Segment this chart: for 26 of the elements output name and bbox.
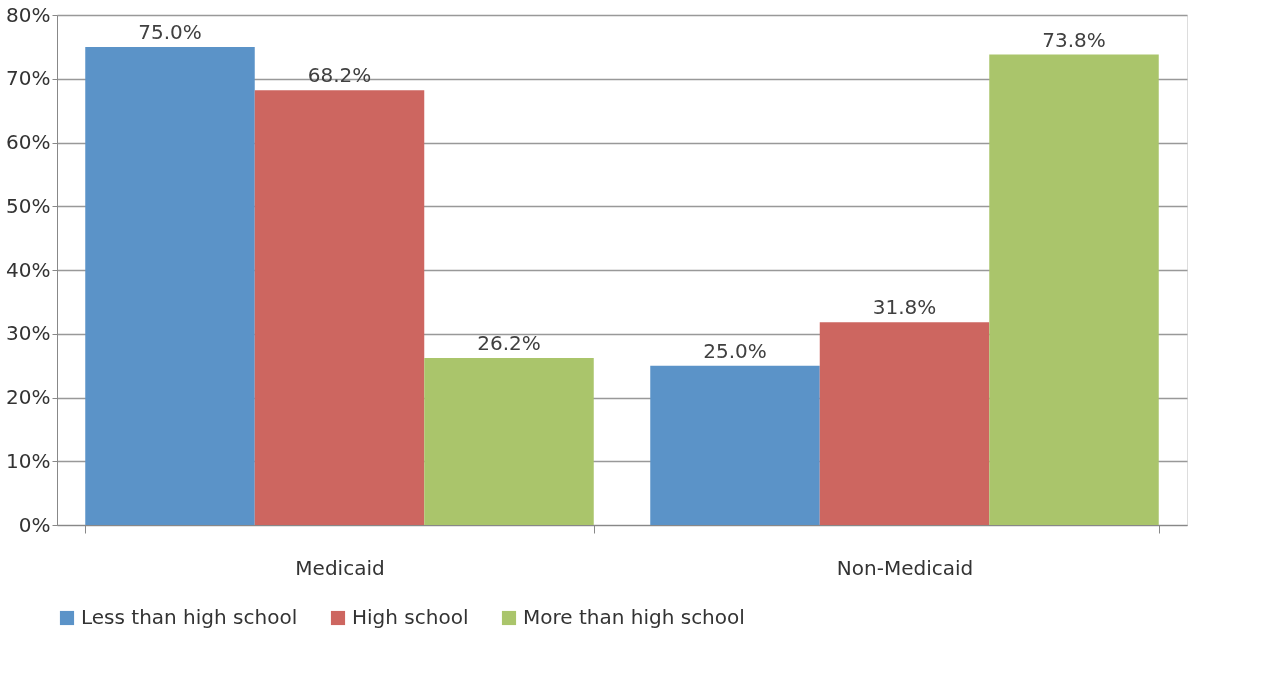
y-tick-label: 50% <box>6 193 51 218</box>
x-tick-label: Medicaid <box>295 555 385 580</box>
y-tick-label: 40% <box>6 257 51 282</box>
data-label: 73.8% <box>1042 27 1106 52</box>
y-tick-label: 80% <box>6 2 51 27</box>
y-tick-label: 30% <box>6 321 51 346</box>
x-tick-label: Non-Medicaid <box>836 555 974 580</box>
bar <box>650 365 820 525</box>
y-tick-label: 20% <box>6 385 51 409</box>
bar <box>989 54 1159 525</box>
bar <box>85 46 255 525</box>
bar <box>819 322 990 525</box>
data-label: 26.2% <box>477 330 541 355</box>
legend-label: High school <box>352 605 469 629</box>
y-tick-label: 60% <box>6 130 51 154</box>
data-label: 68.2% <box>307 63 372 88</box>
bar <box>424 357 594 525</box>
legend-label: Less than high school <box>81 605 298 629</box>
data-label: 25.0% <box>703 338 767 363</box>
legend-label: More than high school <box>523 605 745 629</box>
y-tick-label: 70% <box>6 66 51 91</box>
y-tick-label: 10% <box>6 448 51 473</box>
bar <box>254 90 425 525</box>
y-tick-label: 0% <box>18 512 51 537</box>
data-label: 31.8% <box>872 295 937 320</box>
data-label: 75.0% <box>138 19 202 44</box>
